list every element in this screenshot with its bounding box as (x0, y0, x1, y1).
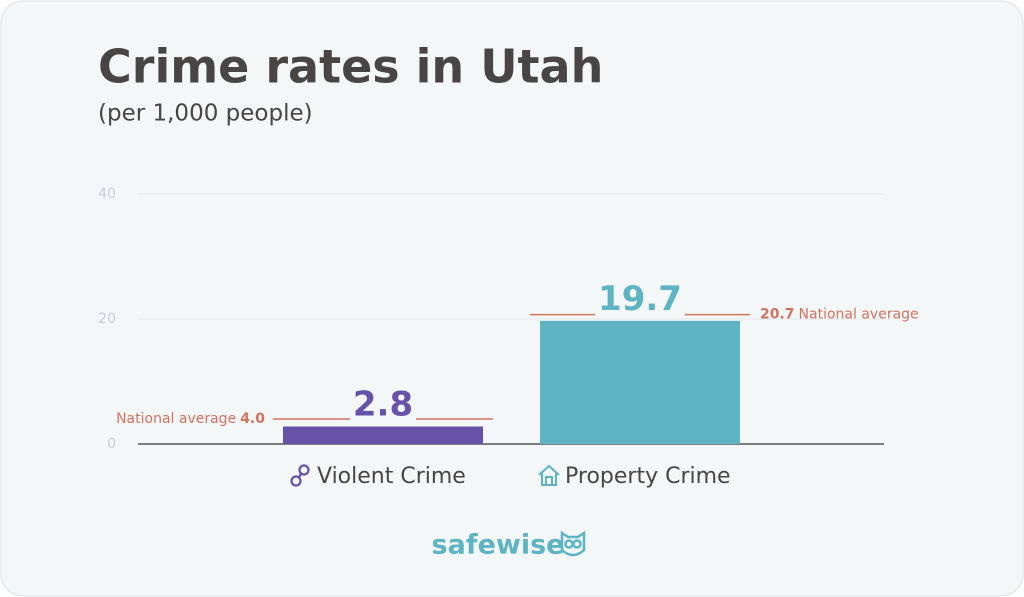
national-average-label: National average 4.0 (116, 411, 265, 427)
logo: safewise (432, 530, 565, 561)
national-average-label: 20.7 National average (760, 307, 919, 323)
x-tick-label: Property Crime (565, 464, 731, 489)
x-tick-label: Violent Crime (317, 464, 466, 489)
national-average-text: National average (116, 411, 236, 427)
value-label: 19.7 (598, 279, 682, 319)
national-average-text: National average (799, 307, 919, 323)
chart-subtitle: (per 1,000 people) (98, 101, 313, 127)
chart-title: Crime rates in Utah (98, 40, 603, 94)
bar (540, 320, 740, 444)
national-average-value: 4.0 (240, 411, 265, 427)
value-label: 2.8 (353, 385, 413, 425)
y-tick-label: 20 (98, 311, 116, 327)
y-tick-label: 40 (98, 186, 116, 202)
national-average-value: 20.7 (760, 307, 795, 323)
violent-icon (290, 464, 310, 487)
property-icon (538, 464, 560, 486)
y-tick-label: 0 (107, 436, 116, 452)
logo-icon (560, 530, 586, 557)
bar (283, 426, 483, 444)
